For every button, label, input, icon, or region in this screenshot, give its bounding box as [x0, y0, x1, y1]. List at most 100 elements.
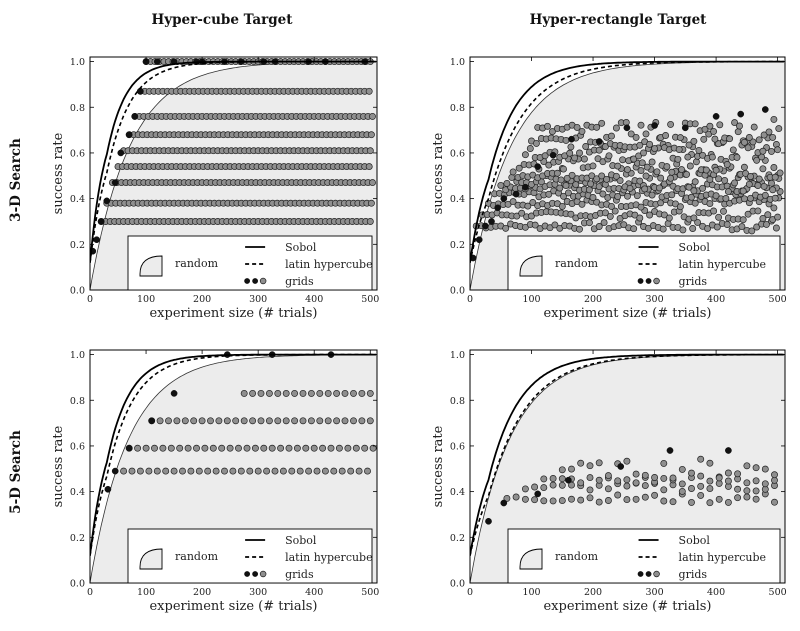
grid-point [743, 487, 751, 495]
grid-point [531, 496, 539, 504]
grid-point [240, 389, 248, 397]
grid-point [307, 417, 315, 425]
x-tick-label: 400 [305, 587, 323, 598]
legend-latin-label: latin hypercube [679, 551, 767, 564]
grid-point [706, 200, 714, 208]
grid-point-black [651, 122, 658, 129]
grid-point [743, 493, 751, 501]
grid-point [648, 191, 656, 199]
grid-point [685, 141, 693, 149]
grid-point [243, 444, 251, 452]
grid-point [553, 169, 561, 177]
grid-point [134, 444, 142, 452]
grid-point [694, 218, 702, 226]
grid-point [358, 417, 366, 425]
grid-point [769, 186, 777, 194]
grid-point [321, 467, 329, 475]
grid-point [260, 444, 268, 452]
grid-point [291, 389, 299, 397]
grid-point-black [761, 106, 769, 113]
grid-point [686, 162, 694, 170]
y-tick-label: 0.6 [70, 148, 85, 159]
grid-point [604, 497, 612, 504]
x-tick-label: 100 [522, 294, 540, 305]
grid-point [365, 87, 373, 95]
grid-point [366, 218, 374, 225]
grid-point-black [666, 447, 674, 454]
grid-point [578, 127, 586, 135]
grid-point [265, 417, 273, 425]
grid-point [736, 122, 743, 130]
grid-point [676, 134, 684, 142]
grid-point [668, 168, 676, 176]
grid-point [201, 444, 209, 452]
grid-point [299, 389, 307, 397]
grid-point [551, 221, 559, 229]
grid-point [562, 136, 570, 144]
grid-point [716, 121, 724, 129]
legend-grid-dot [244, 571, 251, 577]
grid-point [291, 417, 299, 425]
grid-point [355, 467, 363, 475]
grid-point [589, 194, 597, 201]
grid-point [643, 163, 651, 171]
x-tick-label: 300 [646, 294, 664, 305]
grid-point [193, 444, 200, 452]
grid-point [697, 455, 705, 463]
grid-point [568, 495, 575, 503]
grid-point [691, 178, 699, 186]
grid-point [556, 184, 564, 192]
legend-grid-dot [637, 571, 644, 577]
legend-random-label: random [555, 550, 599, 563]
grid-point [720, 207, 727, 215]
grid-point [726, 135, 734, 143]
grid-point [254, 467, 262, 475]
grid-point [612, 172, 620, 180]
grid-point [611, 207, 619, 215]
legend-grid-dot [252, 278, 259, 284]
grid-point [558, 497, 566, 505]
col-title-hyperrectangle: Hyper-rectangle Target [530, 12, 708, 28]
grid-point [589, 162, 597, 170]
grid-point [585, 219, 593, 227]
x-tick-label: 100 [522, 587, 540, 598]
legend-grid-dot [244, 278, 251, 284]
grid-point [733, 153, 741, 161]
grid-point-black [549, 151, 557, 159]
grid-point [521, 485, 529, 493]
grid-point [296, 467, 304, 475]
grid-point [715, 474, 723, 482]
grid-point [623, 496, 631, 504]
grid-point [571, 154, 579, 162]
grid-point [268, 444, 276, 452]
grid-point [633, 192, 641, 200]
grid-point [369, 444, 377, 452]
grid-point [723, 161, 731, 168]
grid-point [678, 166, 686, 174]
grid-point [688, 485, 695, 492]
x-tick-label: 0 [467, 294, 473, 305]
grid-point [749, 138, 757, 146]
grid-point [699, 184, 707, 192]
grid-point [765, 128, 773, 136]
grid-point [257, 389, 265, 397]
grid-point-black [712, 113, 720, 120]
y-tick-label: 1.0 [450, 57, 465, 68]
grid-point [190, 417, 198, 425]
y-tick-label: 0.8 [70, 103, 85, 114]
grid-point [748, 227, 756, 235]
grid-point [369, 112, 376, 120]
grid-point [669, 474, 677, 482]
grid-point [715, 213, 723, 221]
grid-point-black [125, 131, 133, 139]
grid-point [638, 159, 646, 167]
grid-point-black [565, 476, 572, 484]
x-tick-label: 300 [249, 294, 267, 305]
y-tick-label: 0.4 [70, 487, 85, 498]
grid-point [540, 497, 548, 505]
grid-point [768, 179, 775, 187]
grid-point [282, 389, 290, 397]
grid-point [604, 472, 612, 480]
grid-point [752, 487, 760, 495]
